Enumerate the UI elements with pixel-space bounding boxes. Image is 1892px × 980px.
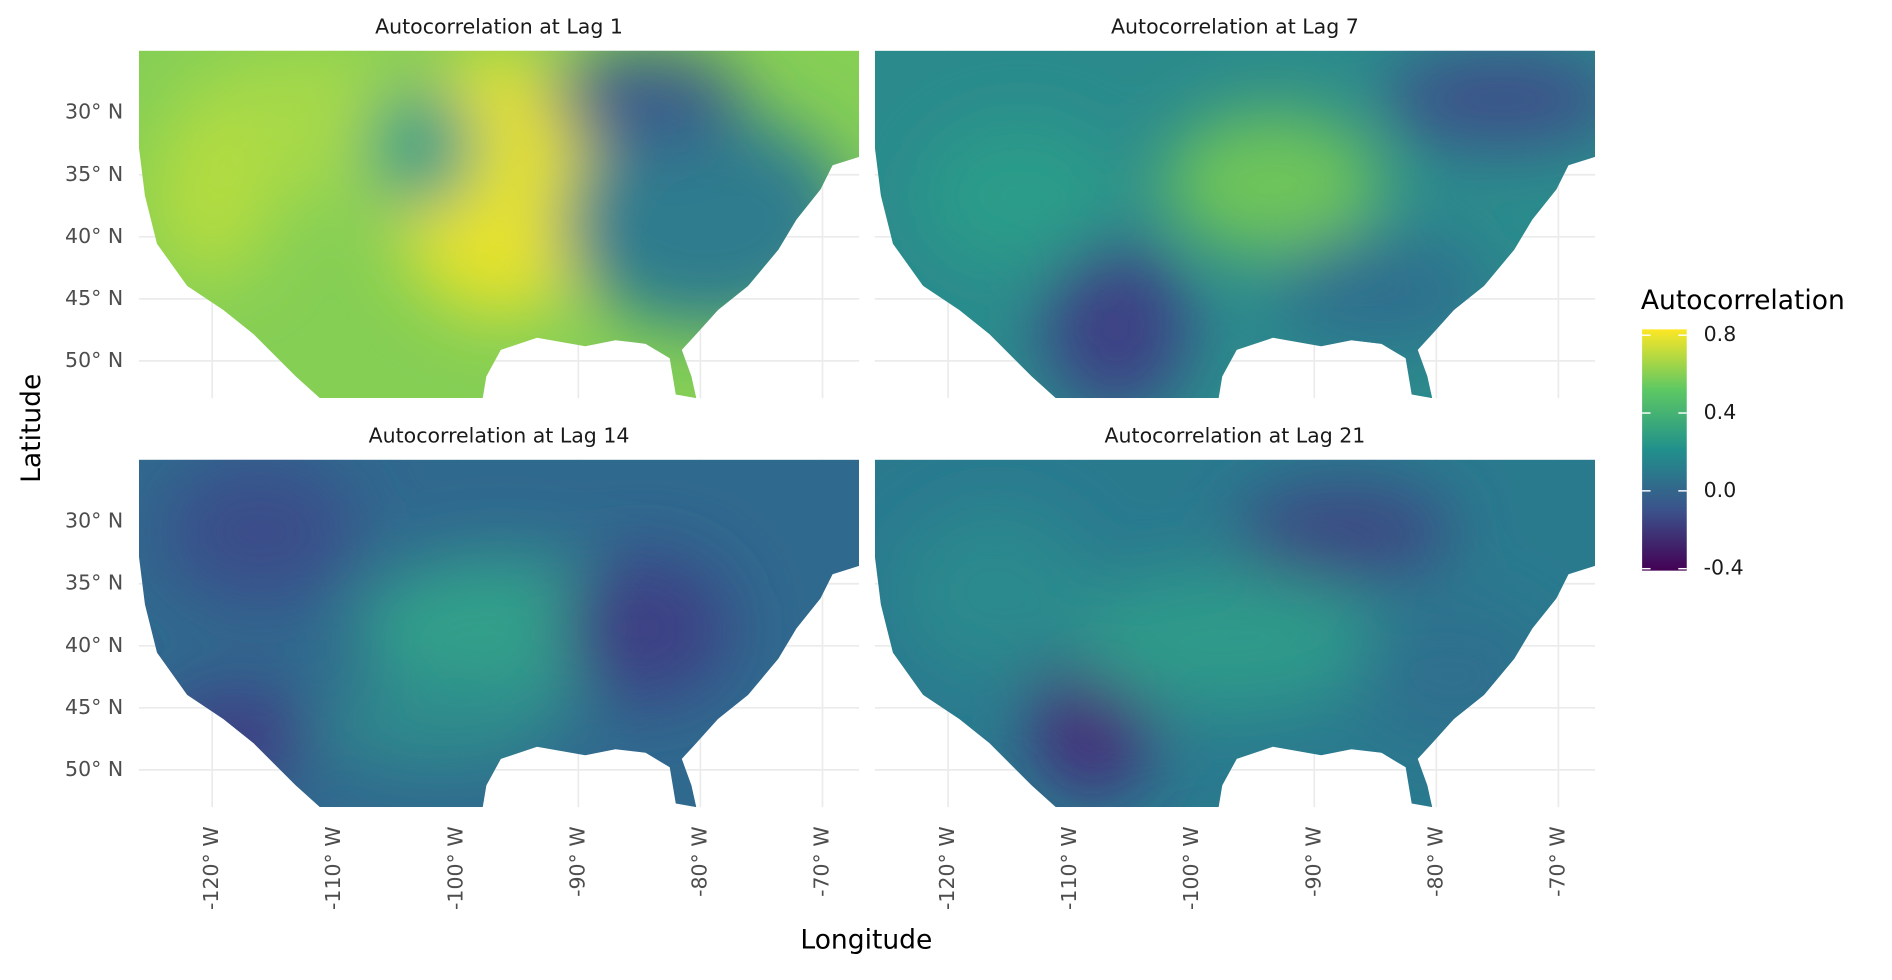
colorbar-tick-label: 0.8 <box>1704 322 1737 346</box>
x-tick-label: -110° W <box>321 826 345 910</box>
x-tick-label: -90° W <box>565 826 589 897</box>
facet-panel <box>874 50 1596 399</box>
y-tick-label: 50° N <box>65 348 123 372</box>
colorbar-tick-label: 0.0 <box>1704 478 1737 502</box>
raster-map <box>874 50 1596 399</box>
raster-map <box>138 50 860 399</box>
x-tick-label: -80° W <box>687 826 711 897</box>
map-blob <box>150 110 272 280</box>
y-tick-label: 30° N <box>65 509 123 533</box>
y-tick-label: 45° N <box>65 695 123 719</box>
x-tick-label: -120° W <box>935 826 959 910</box>
y-tick-label: 45° N <box>65 286 123 310</box>
map-blob <box>561 556 731 701</box>
map-field <box>898 483 1551 798</box>
y-tick-label: 40° N <box>65 633 123 657</box>
facet-panel <box>138 459 860 808</box>
map-field <box>163 459 731 786</box>
legend-title: Autocorrelation <box>1641 285 1845 316</box>
map-blob <box>163 688 308 786</box>
x-tick-label: -70° W <box>810 826 834 897</box>
colorbar-tick-label: -0.4 <box>1704 556 1744 580</box>
map-field <box>150 50 851 329</box>
map-blob <box>163 459 357 605</box>
map-blob <box>923 123 1117 268</box>
y-tick-label: 30° N <box>65 100 123 124</box>
facet-title: Autocorrelation at Lag 21 <box>1105 424 1366 448</box>
map-blob <box>1381 50 1596 148</box>
map-blob <box>319 676 562 774</box>
facet-title: Autocorrelation at Lag 7 <box>1111 15 1359 39</box>
y-tick-label: 35° N <box>65 162 123 186</box>
x-tick-label: -100° W <box>443 826 467 910</box>
facet-panel <box>138 50 860 399</box>
map-blob <box>368 86 477 208</box>
facet-title: Autocorrelation at Lag 14 <box>369 424 630 448</box>
colorbar <box>1642 329 1687 571</box>
y-tick-label: 50° N <box>65 757 123 781</box>
map-blob <box>1272 231 1491 353</box>
x-tick-label: -90° W <box>1301 826 1325 897</box>
raster-map <box>138 459 860 808</box>
map-blob <box>1067 568 1382 713</box>
facet-title: Autocorrelation at Lag 1 <box>375 15 623 39</box>
facet-panel <box>874 459 1596 808</box>
map-blob <box>898 507 1092 677</box>
x-tick-label: -70° W <box>1545 826 1569 897</box>
map-blob <box>1043 243 1189 399</box>
map-blob <box>1236 483 1454 581</box>
map-blob <box>561 110 851 329</box>
x-axis-title: Longitude <box>800 925 932 956</box>
map-blob <box>1164 110 1382 256</box>
y-tick-label: 40° N <box>65 224 123 248</box>
map-blob <box>1357 604 1551 750</box>
x-tick-label: -120° W <box>199 826 223 910</box>
x-tick-label: -110° W <box>1057 826 1081 910</box>
y-axis-title: Latitude <box>16 374 47 483</box>
y-tick-label: 35° N <box>65 571 123 595</box>
map-blob <box>549 50 743 148</box>
colorbar-tick-label: 0.4 <box>1704 400 1737 424</box>
x-tick-label: -100° W <box>1179 826 1203 910</box>
map-field <box>923 50 1596 399</box>
x-tick-label: -80° W <box>1423 826 1447 897</box>
raster-map <box>874 459 1596 808</box>
